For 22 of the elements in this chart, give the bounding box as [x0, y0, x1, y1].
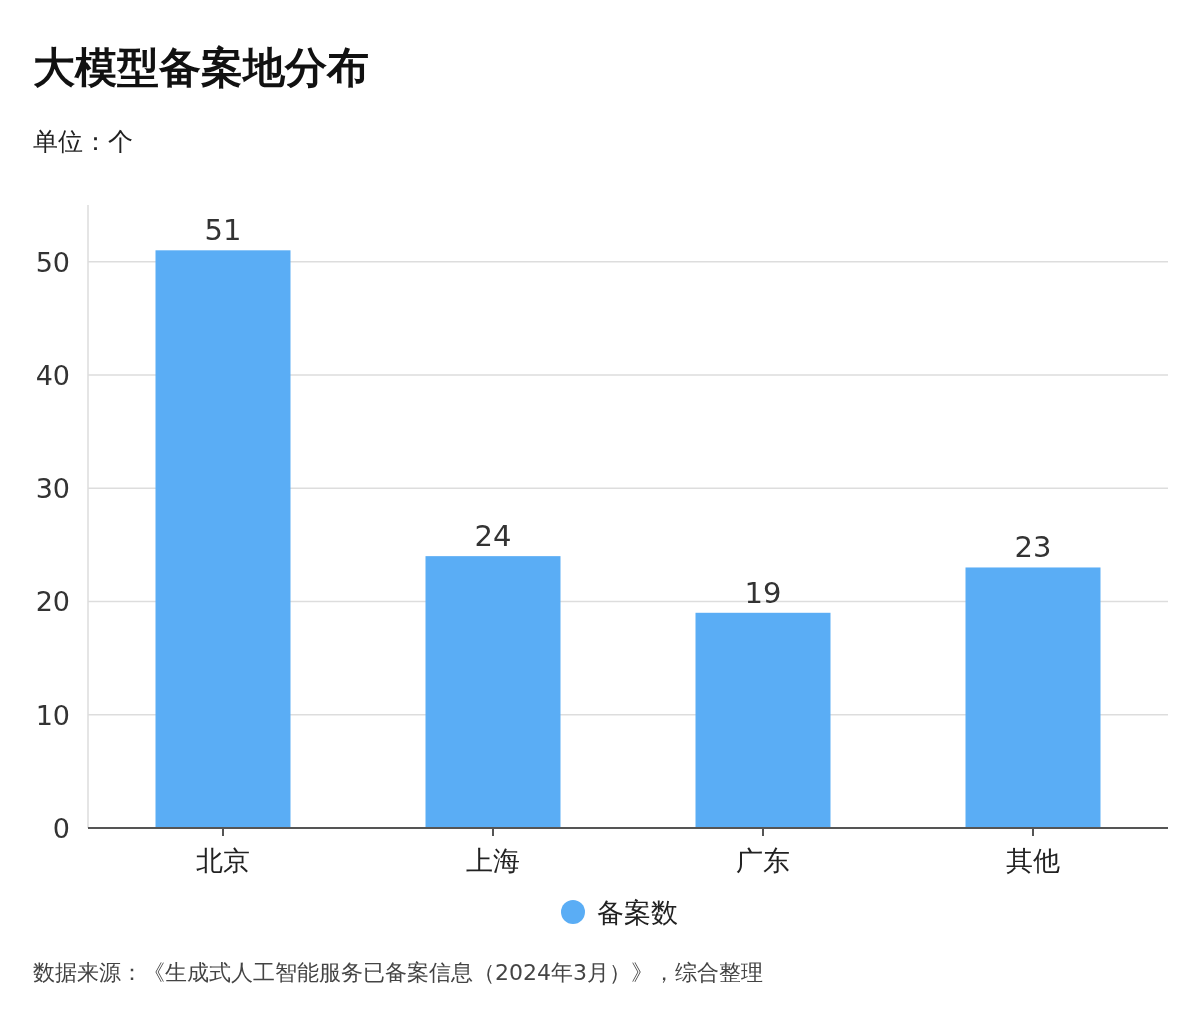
x-tick-label: 北京: [196, 845, 250, 876]
y-tick-label: 10: [35, 699, 70, 731]
bar: [965, 567, 1101, 828]
source-note: 数据来源：《生成式人工智能服务已备案信息（2024年3月）》，综合整理: [33, 960, 763, 985]
bar: [695, 612, 831, 828]
bar: [155, 250, 291, 828]
x-tick-label: 上海: [466, 845, 520, 876]
y-tick-label: 20: [35, 586, 70, 618]
x-tick-label: 其他: [1006, 845, 1060, 876]
y-tick-label: 40: [35, 359, 70, 391]
data-label: 19: [744, 575, 782, 610]
y-tick-label: 50: [35, 246, 70, 278]
data-label: 23: [1014, 530, 1052, 565]
y-tick-label: 0: [52, 813, 70, 844]
legend-label: 备案数: [597, 897, 678, 928]
y-tick-label: 30: [35, 473, 70, 505]
data-label: 51: [204, 213, 242, 248]
x-tick-label: 广东: [736, 845, 790, 876]
bar: [425, 556, 561, 828]
data-label: 24: [474, 519, 512, 554]
chart-subtitle: 单位：个: [33, 127, 133, 156]
chart-title: 大模型备案地分布: [33, 43, 369, 92]
